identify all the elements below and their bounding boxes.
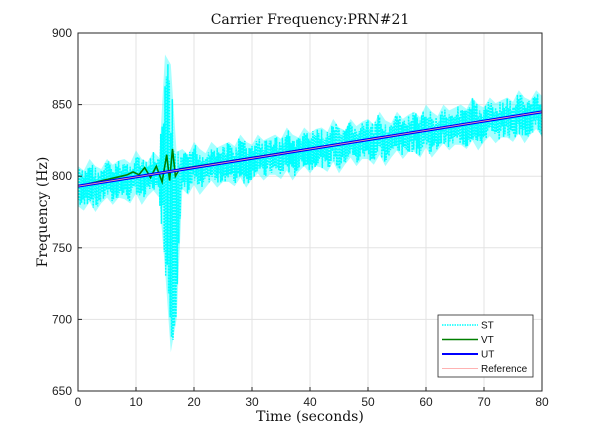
x-tick-label: 50 bbox=[361, 395, 375, 409]
y-tick-label: 750 bbox=[52, 241, 72, 255]
x-tick-label: 70 bbox=[477, 395, 491, 409]
x-tick-label: 80 bbox=[535, 395, 549, 409]
legend-label-ut: UT bbox=[481, 350, 494, 361]
tick-labels: 0 10 20 30 40 50 60 70 80 650 700 750 800 850 900 bbox=[52, 26, 549, 409]
y-axis-label: Frequency (Hz) bbox=[35, 157, 51, 268]
grid bbox=[77, 32, 543, 392]
y-tick-label: 850 bbox=[52, 98, 72, 112]
plot-area bbox=[78, 54, 542, 353]
y-tick-label: 900 bbox=[52, 26, 72, 40]
series-vt-line bbox=[78, 111, 542, 187]
x-tick-label: 0 bbox=[75, 395, 82, 409]
x-tick-label: 60 bbox=[419, 395, 433, 409]
chart-title: Carrier Frequency:PRN#21 bbox=[211, 12, 410, 28]
legend-label-reference: Reference bbox=[481, 364, 528, 375]
x-tick-label: 30 bbox=[245, 395, 259, 409]
y-tick-label: 650 bbox=[52, 384, 72, 398]
x-tick-label: 20 bbox=[187, 395, 201, 409]
legend-box bbox=[437, 314, 534, 378]
x-tick-label: 10 bbox=[129, 395, 143, 409]
series-reference-line bbox=[78, 111, 542, 187]
legend: ST VT UT Reference bbox=[437, 314, 534, 378]
x-tick-label: 40 bbox=[303, 395, 317, 409]
legend-label-st: ST bbox=[481, 321, 494, 332]
x-axis-label: Time (seconds) bbox=[256, 409, 364, 425]
series-st-line bbox=[78, 64, 542, 340]
y-tick-label: 800 bbox=[52, 169, 72, 183]
y-tick-label: 700 bbox=[52, 312, 72, 326]
legend-label-vt: VT bbox=[481, 335, 494, 346]
